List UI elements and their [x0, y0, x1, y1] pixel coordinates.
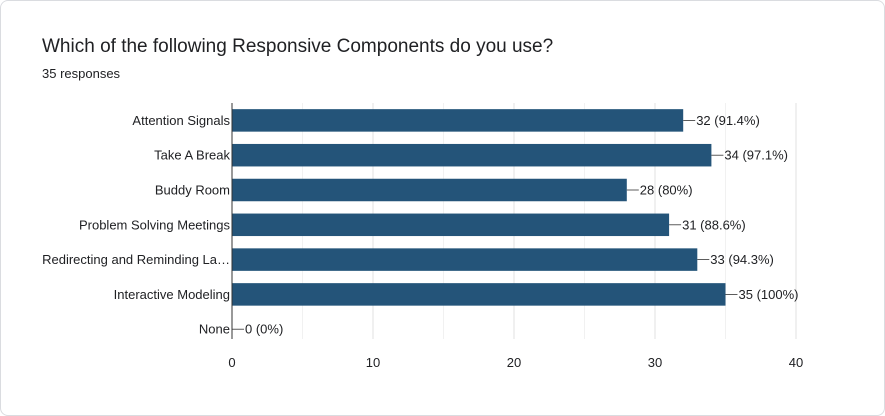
- bar: [232, 178, 627, 202]
- bar: [232, 143, 712, 167]
- data-label: 32 (91.4%): [696, 113, 760, 128]
- x-tick-label: 40: [789, 355, 803, 370]
- x-tick-label: 10: [366, 355, 380, 370]
- bar: [232, 248, 698, 271]
- bar: [232, 109, 684, 132]
- data-label: 33 (94.3%): [710, 252, 774, 267]
- data-label: 28 (80%): [640, 183, 693, 198]
- category-label: None: [199, 322, 230, 337]
- category-label: Take A Break: [154, 148, 230, 163]
- data-label: 34 (97.1%): [724, 148, 788, 163]
- category-label: Attention Signals: [132, 113, 230, 128]
- data-label: 35 (100%): [739, 287, 799, 302]
- bar: [232, 213, 670, 237]
- category-label: Redirecting and Reminding La…: [42, 252, 230, 267]
- bar: [232, 283, 726, 306]
- category-label: Buddy Room: [155, 183, 230, 198]
- response-count: 35 responses: [42, 66, 121, 81]
- x-tick-label: 30: [648, 355, 662, 370]
- category-label: Problem Solving Meetings: [79, 217, 231, 232]
- category-label: Interactive Modeling: [114, 287, 230, 302]
- data-label: 0 (0%): [245, 322, 283, 337]
- x-tick-label: 20: [507, 355, 521, 370]
- data-label: 31 (88.6%): [682, 217, 746, 232]
- x-tick-label: 0: [228, 355, 235, 370]
- chart-title: Which of the following Responsive Compon…: [42, 36, 554, 57]
